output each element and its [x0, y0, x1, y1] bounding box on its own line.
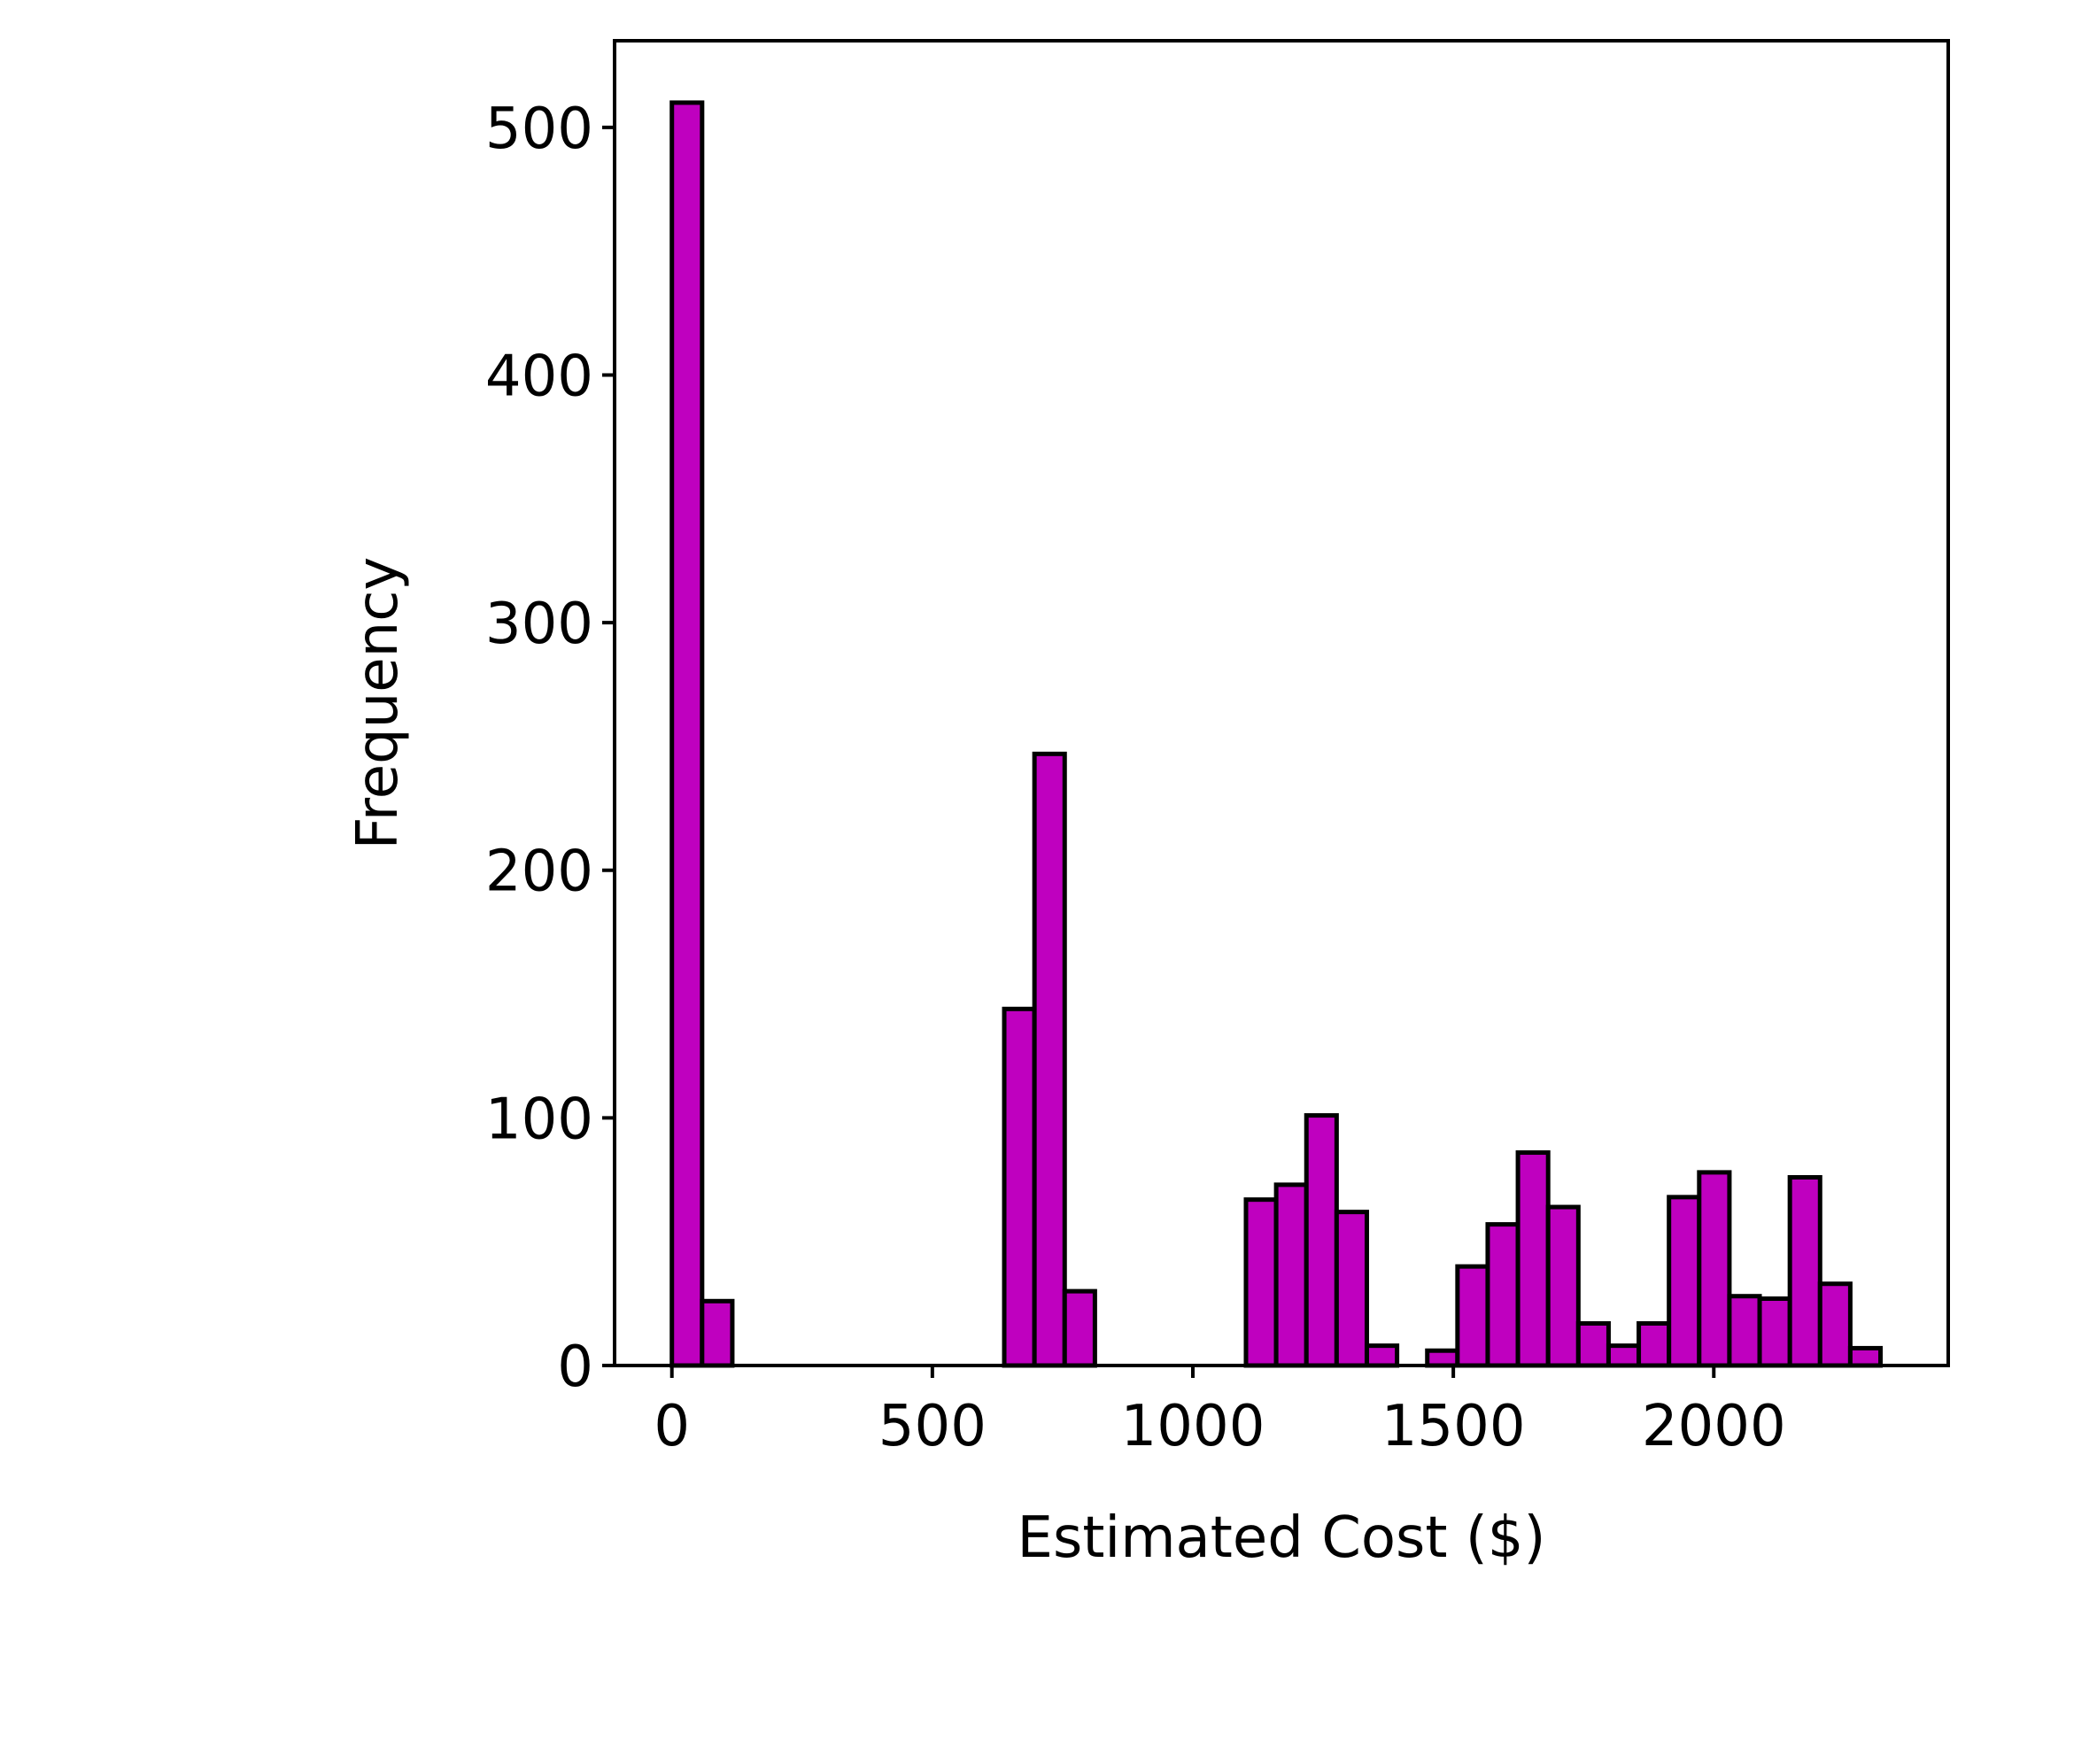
histogram-bar-23 — [1364, 1343, 1400, 1368]
histogram-bar-30 — [1575, 1320, 1611, 1368]
histogram-bar-12 — [1032, 751, 1067, 1368]
histogram-bar-0 — [669, 100, 705, 1368]
histogram-bar-34 — [1697, 1170, 1732, 1368]
histogram-bar-13 — [1062, 1288, 1097, 1368]
y-tick-label: 300 — [485, 592, 593, 657]
histogram-bar-11 — [1002, 1006, 1037, 1368]
x-tick-label: 1000 — [1121, 1394, 1265, 1459]
x-tick-label: 1500 — [1381, 1394, 1526, 1459]
histogram-bar-27 — [1485, 1222, 1521, 1368]
histogram-bar-28 — [1515, 1150, 1551, 1368]
histogram-bar-20 — [1273, 1182, 1309, 1368]
y-tick-label: 400 — [485, 344, 593, 409]
histogram-bar-1 — [700, 1298, 735, 1368]
histogram-bar-33 — [1667, 1195, 1702, 1368]
y-tick-label: 100 — [485, 1087, 593, 1152]
histogram-bar-25 — [1425, 1348, 1460, 1368]
histogram-bar-26 — [1455, 1264, 1490, 1368]
histogram-bar-29 — [1545, 1204, 1581, 1368]
x-tick-label: 500 — [878, 1394, 987, 1459]
y-axis-label: Frequency — [345, 557, 411, 850]
histogram-bar-39 — [1847, 1345, 1884, 1368]
histogram-bar-37 — [1787, 1174, 1822, 1368]
y-tick-label: 200 — [485, 839, 593, 905]
plot-frame — [613, 39, 1950, 1367]
histogram-bar-19 — [1243, 1197, 1279, 1368]
x-axis-label: Estimated Cost ($) — [1018, 1505, 1546, 1571]
histogram-bar-22 — [1334, 1210, 1369, 1368]
x-tick-label: 0 — [654, 1394, 690, 1459]
histogram-bar-35 — [1727, 1294, 1762, 1368]
ticks-layer: 0 500 1000 1500 2000 0 100 200 300 400 500 — [485, 97, 1786, 1459]
histogram-bar-32 — [1637, 1320, 1672, 1368]
histogram-bar-21 — [1304, 1113, 1339, 1368]
bars-layer — [669, 100, 1884, 1368]
histogram-bar-38 — [1817, 1281, 1853, 1368]
histogram-bar-31 — [1606, 1343, 1642, 1368]
histogram-bar-36 — [1757, 1296, 1792, 1368]
y-tick-label: 500 — [485, 97, 593, 162]
x-tick-label: 2000 — [1642, 1394, 1786, 1459]
y-tick-label: 0 — [557, 1335, 593, 1400]
